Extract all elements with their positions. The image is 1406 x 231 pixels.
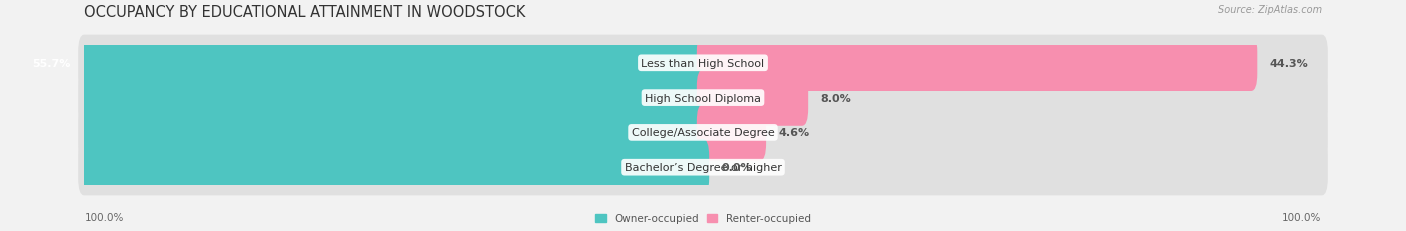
- Legend: Owner-occupied, Renter-occupied: Owner-occupied, Renter-occupied: [595, 213, 811, 224]
- Text: 8.0%: 8.0%: [821, 93, 851, 103]
- FancyBboxPatch shape: [697, 35, 1257, 91]
- Text: OCCUPANCY BY EDUCATIONAL ATTAINMENT IN WOODSTOCK: OCCUPANCY BY EDUCATIONAL ATTAINMENT IN W…: [84, 5, 526, 20]
- FancyBboxPatch shape: [79, 105, 1327, 161]
- FancyBboxPatch shape: [79, 35, 1327, 91]
- FancyBboxPatch shape: [79, 139, 1327, 195]
- FancyBboxPatch shape: [0, 70, 709, 126]
- Text: Source: ZipAtlas.com: Source: ZipAtlas.com: [1218, 5, 1322, 15]
- FancyBboxPatch shape: [0, 139, 709, 195]
- Text: 55.7%: 55.7%: [32, 58, 70, 69]
- Text: 100.0%: 100.0%: [1282, 212, 1322, 222]
- FancyBboxPatch shape: [79, 70, 1327, 126]
- FancyBboxPatch shape: [697, 70, 808, 126]
- Text: High School Diploma: High School Diploma: [645, 93, 761, 103]
- Text: 44.3%: 44.3%: [1270, 58, 1309, 69]
- Text: 100.0%: 100.0%: [84, 212, 124, 222]
- FancyBboxPatch shape: [0, 105, 709, 161]
- Text: Less than High School: Less than High School: [641, 58, 765, 69]
- Text: College/Associate Degree: College/Associate Degree: [631, 128, 775, 138]
- Text: Bachelor’s Degree or higher: Bachelor’s Degree or higher: [624, 162, 782, 173]
- Text: 4.6%: 4.6%: [779, 128, 810, 138]
- Text: 0.0%: 0.0%: [721, 162, 752, 173]
- FancyBboxPatch shape: [7, 35, 709, 91]
- FancyBboxPatch shape: [697, 105, 766, 161]
